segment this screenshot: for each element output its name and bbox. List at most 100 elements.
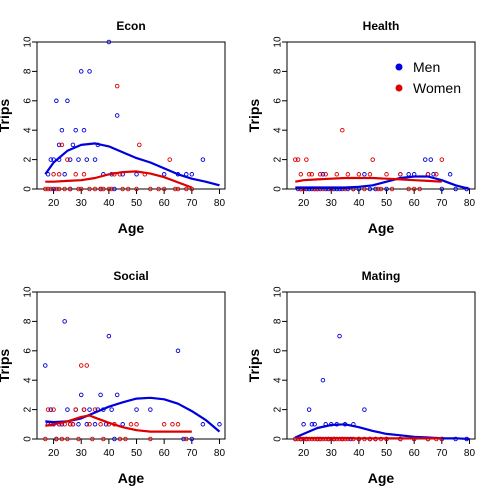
men-point (65, 98, 70, 104)
men-point (87, 407, 92, 412)
y-tick-label: 4 (23, 127, 34, 133)
y-tick-label: 6 (273, 98, 284, 104)
men-point (92, 422, 98, 427)
women-point (62, 186, 67, 192)
women-point (125, 186, 131, 192)
men-point (59, 127, 65, 133)
y-tick-label: 2 (273, 156, 284, 162)
women-point (417, 186, 422, 192)
x-tick-label: 60 (159, 448, 171, 459)
men-point (78, 392, 84, 398)
women-point (293, 157, 298, 162)
men-point (51, 186, 56, 192)
women-point (73, 407, 78, 412)
women-point (54, 436, 59, 442)
women-point (65, 436, 70, 442)
women-point (90, 436, 95, 442)
men-point (148, 407, 153, 412)
women-point (434, 172, 439, 177)
men-point (48, 157, 54, 162)
x-tick-label: 50 (131, 198, 143, 209)
men-point (73, 127, 78, 133)
panel-mating: Mating 20 30 40 50 60 70 80 0 2 4 6 8 10 Age Trips (246, 269, 476, 486)
men-point (428, 157, 434, 162)
men-point (189, 172, 195, 177)
men-point (431, 172, 436, 177)
women-point (120, 186, 125, 192)
men-point (70, 142, 76, 148)
women-smooth-line (295, 176, 442, 183)
women-point (389, 186, 395, 192)
legend-label-men: Men (413, 59, 440, 75)
women-point (45, 186, 51, 192)
women-point (59, 142, 65, 148)
women-point (184, 436, 189, 442)
women-point (167, 157, 172, 162)
y-tick-label: 2 (23, 406, 34, 412)
x-axis-title: Age (368, 220, 395, 236)
women-point (128, 422, 134, 427)
women-point (309, 172, 315, 177)
men-point (92, 157, 98, 162)
women-point (81, 172, 87, 177)
women-point (54, 186, 59, 192)
y-tick-label: 8 (23, 318, 34, 324)
panel-health: Health 20 30 40 50 60 70 80 0 2 4 6 8 10 Age Trips Men Wo… (246, 19, 476, 236)
x-tick-label: 70 (186, 448, 198, 459)
men-smooth-line (295, 175, 470, 191)
y-axis-title: Trips (246, 349, 262, 383)
women-point (98, 422, 103, 427)
y-tick-label: 6 (23, 98, 34, 104)
women-point (117, 436, 123, 442)
y-axis-title: Trips (0, 99, 12, 133)
men-point (373, 186, 378, 192)
women-point (345, 172, 351, 177)
y-tick-label: 10 (23, 36, 34, 48)
women-point (106, 186, 112, 192)
men-point (320, 172, 326, 177)
y-tick-label: 6 (23, 348, 34, 354)
x-tick-label: 50 (381, 448, 393, 459)
x-tick-label: 80 (464, 198, 476, 209)
legend-marker-women (395, 84, 403, 92)
women-point (298, 172, 304, 177)
women-point (45, 407, 51, 412)
men-point (447, 172, 453, 177)
men-point (189, 436, 195, 442)
y-tick-label: 8 (273, 318, 284, 324)
men-point (134, 407, 139, 412)
women-point (161, 186, 167, 192)
men-point (54, 98, 59, 104)
men-point (112, 186, 117, 192)
x-tick-label: 40 (103, 198, 115, 209)
men-point (76, 157, 81, 162)
men-point (76, 422, 81, 427)
women-point (81, 407, 87, 412)
x-tick-label: 60 (159, 198, 171, 209)
women-point (43, 436, 48, 442)
men-point (109, 407, 114, 412)
men-point (306, 407, 312, 412)
x-tick-label: 70 (436, 198, 448, 209)
men-point (84, 422, 90, 427)
men-point (48, 407, 54, 412)
women-point (98, 186, 103, 192)
men-point (367, 186, 373, 192)
men-point (439, 186, 445, 192)
men-point (181, 436, 186, 442)
women-point (87, 186, 92, 192)
x-tick-label: 40 (103, 448, 115, 459)
x-tick-label: 60 (409, 198, 421, 209)
women-smooth-line (45, 414, 192, 433)
panel-social: Social 20 30 40 50 60 70 80 0 2 4 6 8 10 Age Trips (0, 269, 226, 486)
women-point (76, 436, 81, 442)
men-point (87, 69, 92, 74)
y-tick-label: 6 (273, 348, 284, 354)
y-tick-label: 4 (273, 127, 284, 133)
men-point (114, 113, 120, 118)
men-point (84, 157, 90, 162)
men-point (56, 142, 62, 148)
women-point (148, 186, 153, 192)
women-point (323, 172, 328, 177)
